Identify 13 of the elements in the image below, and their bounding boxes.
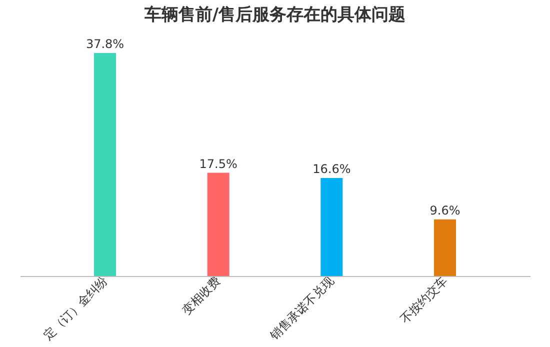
chart-title: 车辆售前/售后服务存在的具体问题 <box>143 4 406 25</box>
bar <box>94 52 116 276</box>
bar <box>320 178 343 276</box>
bar <box>434 219 456 276</box>
x-tick-label: 不按约交车 <box>398 274 450 326</box>
data-label: 37.8% <box>86 36 124 51</box>
data-label: 16.6% <box>312 162 351 176</box>
x-tick-label: 销售承诺不兑现 <box>266 274 337 344</box>
data-label: 17.5% <box>199 156 238 171</box>
x-tick-label: 变相收费 <box>179 274 224 318</box>
data-label: 9.6% <box>430 203 460 218</box>
x-tick-label: 定（订）金纠纷 <box>40 274 110 343</box>
bar <box>207 172 230 276</box>
